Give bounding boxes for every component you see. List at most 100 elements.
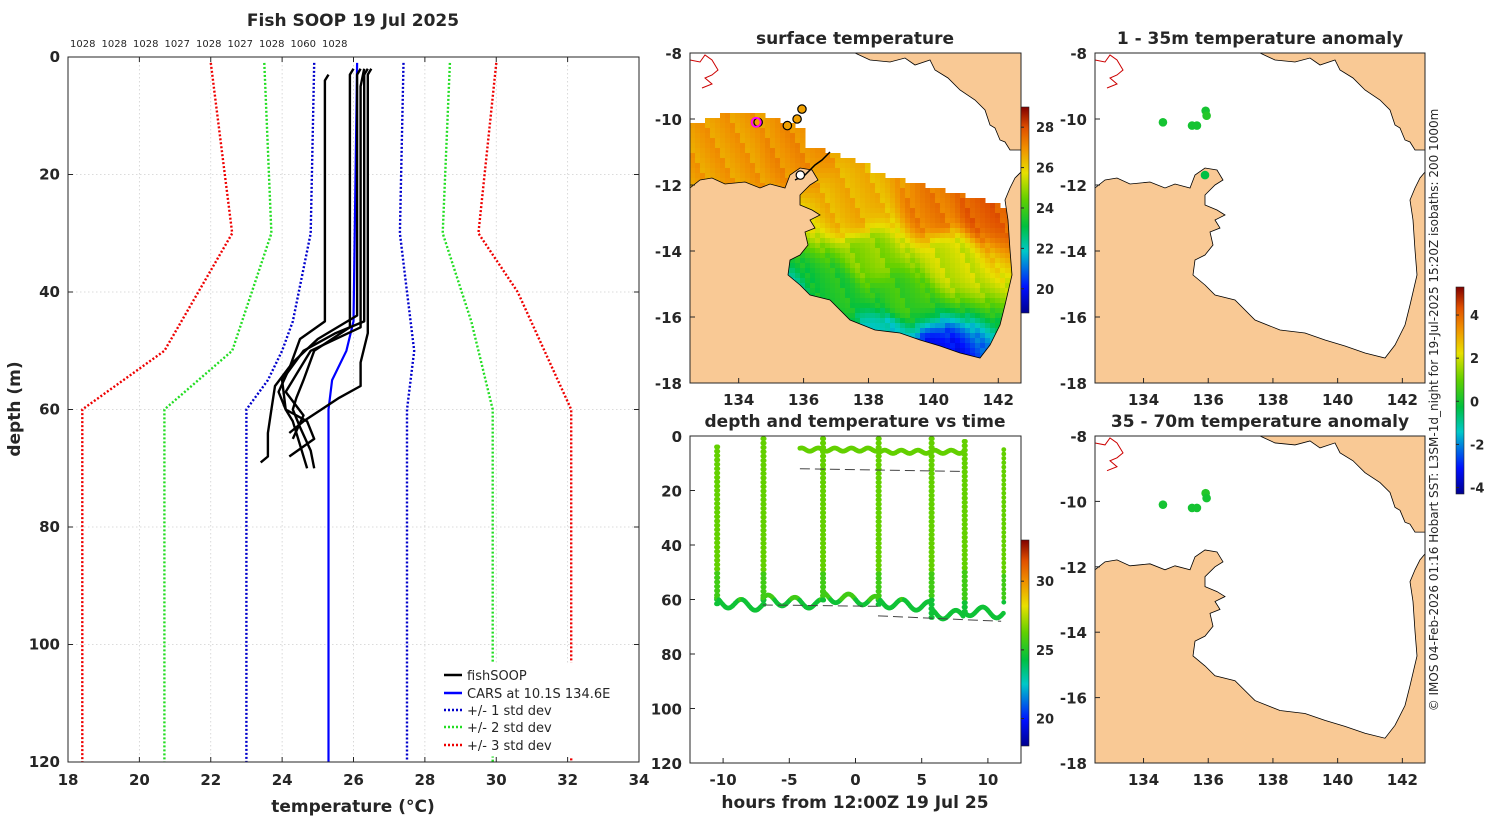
sst-cell: [975, 278, 981, 284]
timeseries-point: [1001, 538, 1007, 544]
timeseries-point: [761, 462, 767, 468]
sst-cell: [845, 233, 851, 239]
sst-cell: [770, 168, 776, 174]
anomaly-shallow-panel: 134 136 138 140 142-8-10-12-14-16-18 1 - 35m…: [1060, 29, 1426, 409]
sst-cell: [785, 148, 791, 154]
sst-cell: [915, 218, 921, 224]
timeseries-point: [876, 462, 882, 468]
sst-cell: [960, 233, 966, 239]
sst-cell: [745, 163, 751, 169]
sst-cell: [890, 178, 896, 184]
anomaly-deep-ytick-label: -8: [1070, 428, 1087, 446]
sst-cell: [950, 213, 956, 219]
sst-cell: [720, 113, 726, 119]
sst-cell: [810, 288, 816, 294]
sst-cell: [835, 293, 841, 299]
sst-cell: [765, 118, 771, 124]
sst-cell: [705, 128, 711, 134]
sst-cell: [820, 163, 826, 169]
profile-xtick-label: 34: [629, 771, 650, 789]
sst-cell: [895, 198, 901, 204]
timeseries-point: [761, 575, 767, 581]
sst-cell: [890, 243, 896, 249]
sst-cell: [990, 318, 996, 324]
sst-cell: [1005, 268, 1011, 274]
sst-cell: [960, 228, 966, 234]
sst-cell: [945, 338, 951, 344]
timeseries-point: [929, 602, 935, 607]
sst-cell: [870, 213, 876, 219]
sst-cell: [905, 203, 911, 209]
sst-cell: [995, 208, 1001, 214]
sst-cell: [990, 238, 996, 244]
sst-cell: [945, 333, 951, 339]
sst-cell: [875, 298, 881, 304]
timeseries-point: [821, 493, 827, 498]
sst-cell: [860, 253, 866, 259]
timeseries-point: [715, 557, 721, 563]
sst-cell: [880, 318, 886, 324]
sst-cell: [920, 248, 926, 254]
anomaly-shallow-ytick-label: -10: [1060, 111, 1087, 129]
sst-cell: [935, 208, 941, 214]
sst-cell: [940, 188, 946, 194]
sst-cell: [945, 303, 951, 309]
timeseries-point: [715, 444, 721, 450]
sst-cell: [950, 338, 956, 344]
sst-cell: [815, 278, 821, 284]
timeseries-point: [761, 549, 767, 555]
timeseries-point: [761, 527, 767, 533]
sst-cell: [935, 228, 941, 234]
sst-cell: [1005, 283, 1011, 289]
anomaly-deep-title: 35 - 70m temperature anomaly: [1111, 412, 1409, 432]
sst-cell: [840, 238, 846, 244]
sst-cell: [860, 193, 866, 199]
sst-cell: [865, 243, 871, 249]
profile-ytick-label: 120: [29, 753, 60, 771]
sst-cell: [860, 313, 866, 319]
sst-cell: [725, 168, 731, 174]
sst-cell: [1000, 223, 1006, 229]
sst-cell: [820, 238, 826, 244]
anomaly-shallow-xtick-label: 136: [1193, 391, 1224, 409]
sst-cell: [885, 243, 891, 249]
sst-cell: [900, 318, 906, 324]
sst-cell: [805, 148, 811, 154]
sst-cell: [785, 138, 791, 144]
sst-cell: [980, 293, 986, 299]
sst-cell: [905, 313, 911, 319]
sst-cell: [740, 128, 746, 134]
sst-cell: [770, 143, 776, 149]
sst-cell: [730, 168, 736, 174]
sst-cell: [870, 268, 876, 274]
timeseries-point: [761, 510, 767, 516]
sst-cell: [820, 288, 826, 294]
sst-cell: [915, 328, 921, 334]
sst-cell: [845, 218, 851, 224]
sst-cell: [985, 283, 991, 289]
sst-cell: [835, 213, 841, 219]
time-colorbar-tick-label: 30: [1036, 575, 1054, 590]
sst-cell: [985, 263, 991, 269]
sst-cell: [735, 163, 741, 169]
sst-cell: [990, 203, 996, 209]
sst-cell: [860, 248, 866, 254]
sst-cell: [810, 188, 816, 194]
sst-cell: [940, 263, 946, 269]
timeseries-point: [1001, 486, 1007, 492]
sst-cell: [740, 173, 746, 179]
sst-cell: [1000, 278, 1006, 284]
sst-cell: [955, 218, 961, 224]
sst-cell: [1005, 278, 1011, 284]
sst-cell: [855, 308, 861, 314]
sst-cell: [730, 118, 736, 124]
profile-xtick-label: 18: [58, 771, 79, 789]
anomaly-deep-station: [1192, 503, 1202, 513]
timeseries-point: [761, 562, 767, 568]
sst-cell: [785, 153, 791, 159]
sst-cell: [950, 278, 956, 284]
sst-cell: [815, 208, 821, 214]
sst-cell: [910, 213, 916, 219]
sst-cell: [885, 193, 891, 199]
sst-cell: [995, 223, 1001, 229]
